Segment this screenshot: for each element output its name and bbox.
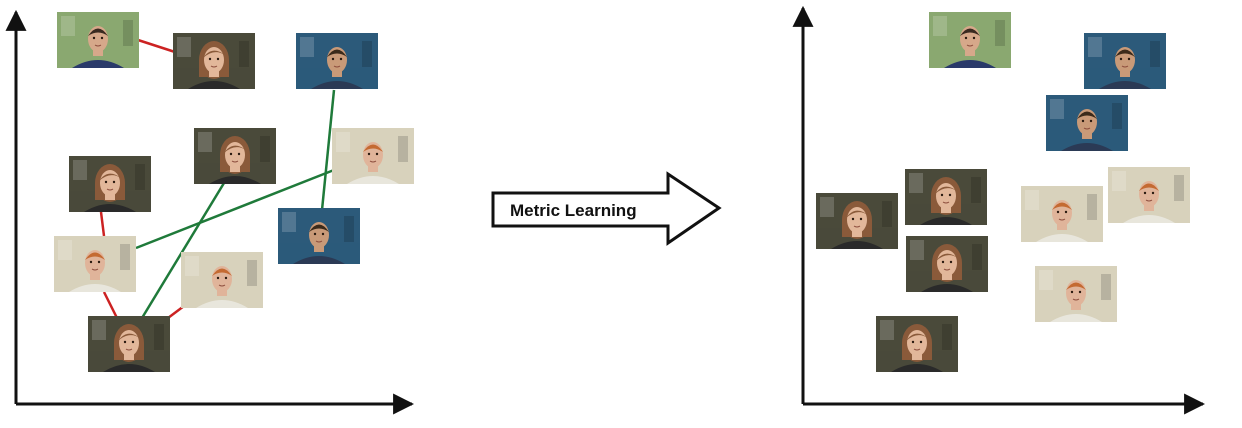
photo-man-b-2 xyxy=(1046,95,1128,151)
dissimilar-pair-link xyxy=(102,291,119,319)
photo-woman-4 xyxy=(876,316,958,372)
photo-woman-1 xyxy=(173,33,255,89)
arrow-label: Metric Learning xyxy=(510,201,637,220)
photo-man-c-1 xyxy=(1108,167,1190,223)
metric-learning-arrow: Metric Learning xyxy=(491,171,722,246)
photo-man-c-2 xyxy=(1021,186,1103,242)
photo-woman-2 xyxy=(194,128,276,184)
right-photo-layer xyxy=(816,12,1190,372)
photo-man-b-1 xyxy=(296,33,378,89)
left-axes xyxy=(5,9,415,415)
photo-man-c-3 xyxy=(1035,266,1117,322)
photo-woman-2 xyxy=(906,236,988,292)
left-panel xyxy=(5,9,415,415)
photo-woman-1 xyxy=(816,193,898,249)
photo-man-a-1 xyxy=(57,12,139,68)
photo-woman-4 xyxy=(88,316,170,372)
photo-man-b-1 xyxy=(1084,33,1166,89)
right-panel xyxy=(792,5,1206,415)
photo-man-b-2 xyxy=(278,208,360,264)
right-axes xyxy=(792,5,1206,415)
similar-pair-link xyxy=(320,89,336,211)
photo-man-a-1 xyxy=(929,12,1011,68)
left-photo-layer xyxy=(54,12,414,372)
similar-pair-link xyxy=(135,168,335,250)
arrow-shape xyxy=(491,171,722,246)
photo-man-c-2 xyxy=(54,236,136,292)
photo-woman-3 xyxy=(69,156,151,212)
dissimilar-pair-link xyxy=(99,211,106,237)
pair-links xyxy=(99,38,336,319)
dissimilar-pair-link xyxy=(137,38,176,54)
photo-man-c-3 xyxy=(181,252,263,308)
similar-pair-link xyxy=(140,182,226,319)
photo-woman-3 xyxy=(905,169,987,225)
photo-man-c-1 xyxy=(332,128,414,184)
